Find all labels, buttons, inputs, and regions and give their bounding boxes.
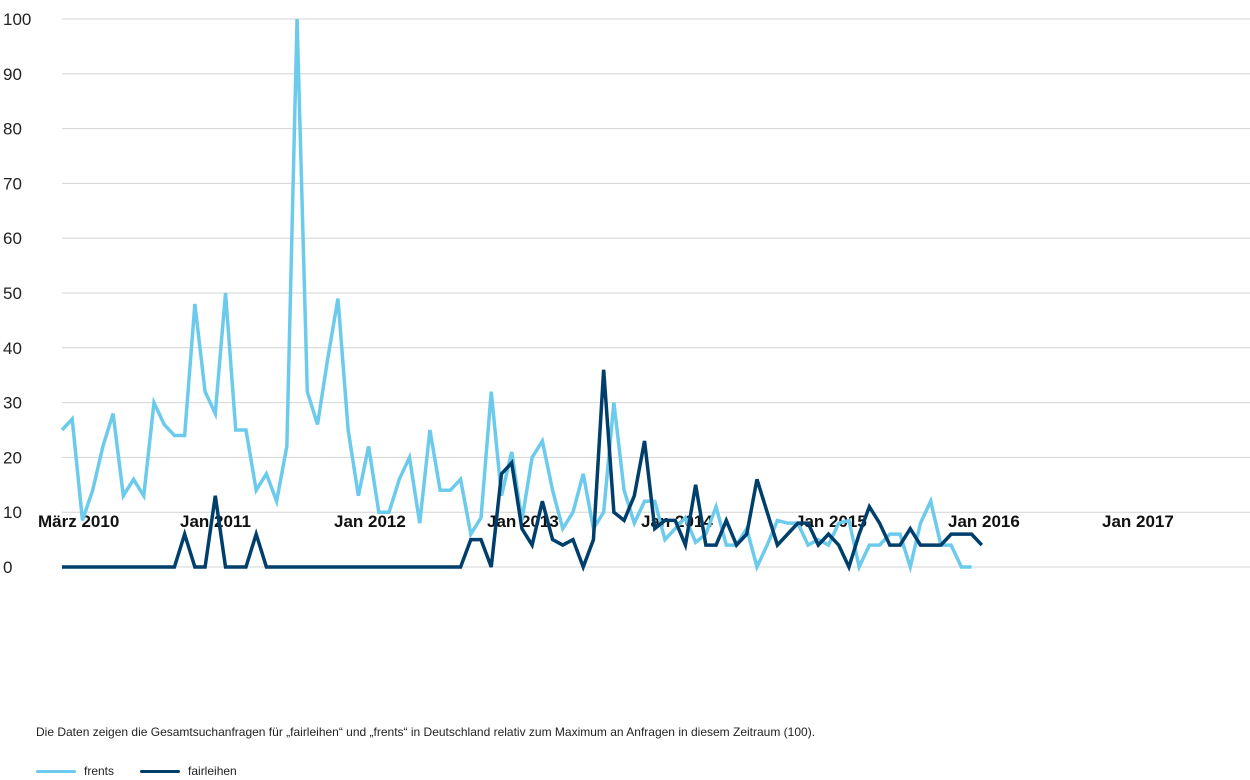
y-tick-label: 40 bbox=[3, 339, 22, 358]
y-tick-label: 10 bbox=[3, 503, 22, 522]
y-axis: 0 10 20 30 40 50 60 70 80 90 100 bbox=[3, 10, 31, 577]
chart-note: Die Daten zeigen die Gesamtsuchanfragen … bbox=[36, 725, 816, 739]
legend-label-fairleihen: fairleihen bbox=[188, 764, 237, 778]
y-tick-label: 30 bbox=[3, 394, 22, 413]
x-axis: März 2010 Jan 2011 Jan 2012 Jan 2013 Jan 201… bbox=[38, 512, 1174, 531]
y-tick-label: 90 bbox=[3, 65, 22, 84]
y-tick-label: 20 bbox=[3, 448, 22, 467]
legend-swatch-fairleihen bbox=[140, 769, 181, 773]
x-tick-label: Jan 2016 bbox=[948, 512, 1020, 531]
x-tick-label: März 2010 bbox=[38, 512, 119, 531]
legend-item-fairleihen: fairleihen bbox=[140, 764, 237, 778]
legend: frents fairleihen bbox=[36, 764, 237, 778]
y-tick-label: 0 bbox=[3, 558, 12, 577]
y-tick-label: 80 bbox=[3, 120, 22, 139]
x-tick-label: Jan 2012 bbox=[334, 512, 406, 531]
y-tick-label: 70 bbox=[3, 174, 22, 193]
legend-item-frents: frents bbox=[36, 764, 114, 778]
x-tick-label: Jan 2011 bbox=[180, 512, 251, 531]
x-tick-label: Jan 2017 bbox=[1102, 512, 1174, 531]
grid-lines bbox=[62, 18, 1250, 568]
line-chart: 0 10 20 30 40 50 60 70 80 90 100 März 2010 Jan 2011… bbox=[3, 10, 1250, 577]
series-lines bbox=[60, 18, 984, 574]
y-tick-label: 50 bbox=[3, 284, 22, 303]
legend-label-frents: frents bbox=[84, 764, 115, 778]
y-tick-label: 100 bbox=[3, 10, 31, 29]
x-tick-label: Jan 2013 bbox=[487, 512, 559, 531]
legend-swatch-frents bbox=[36, 769, 76, 773]
series-line-fairleihen bbox=[62, 369, 984, 573]
y-tick-label: 60 bbox=[3, 229, 22, 248]
